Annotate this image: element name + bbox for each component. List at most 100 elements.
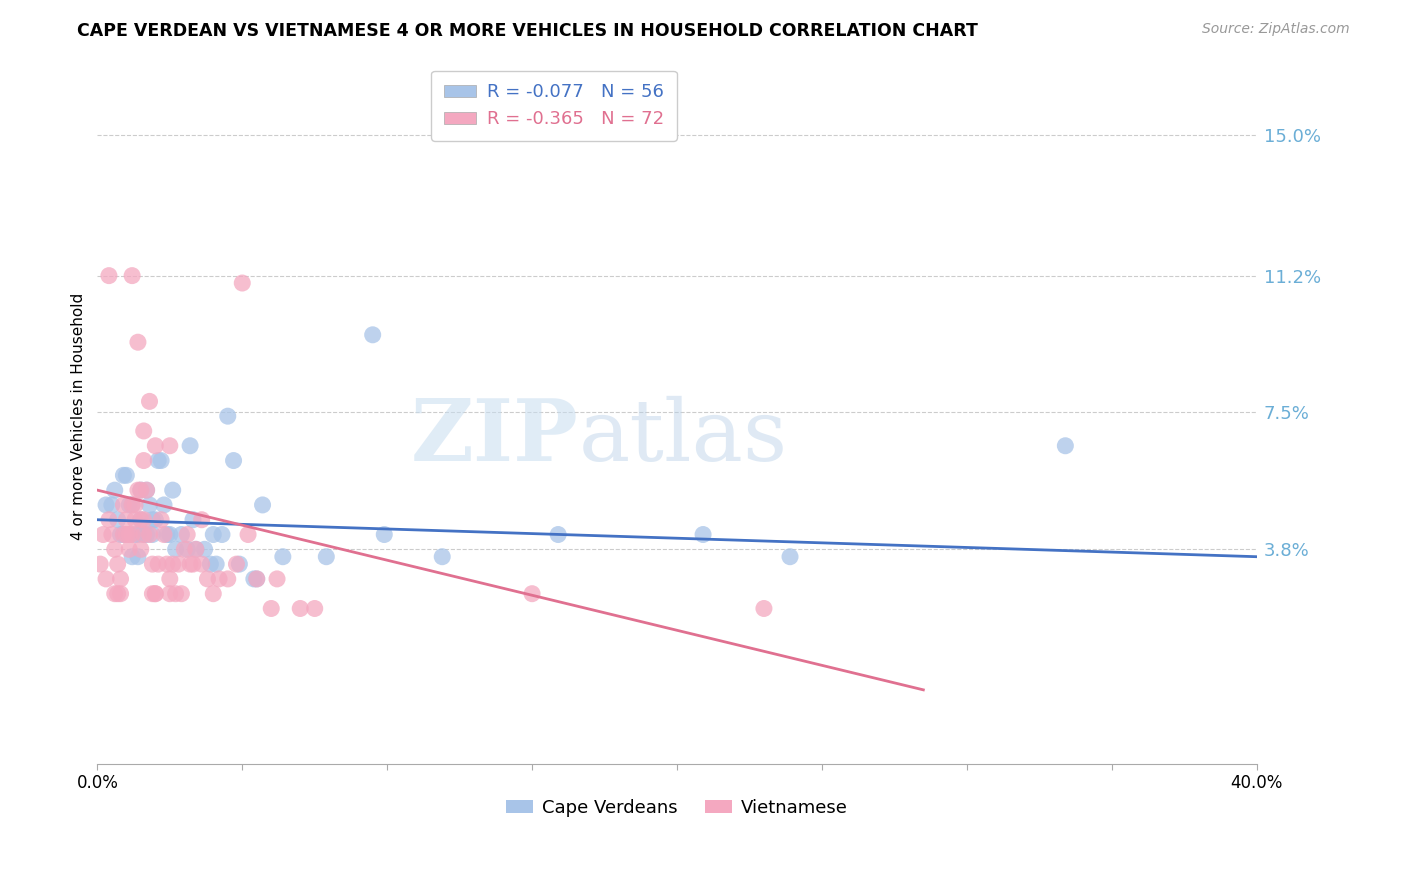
Point (129, 483, 152, 497)
Point (121, 549, 143, 564)
Point (520, 587, 543, 601)
Point (271, 549, 294, 564)
Point (124, 498, 146, 512)
Point (179, 557, 201, 571)
Point (217, 409, 239, 424)
Point (156, 557, 179, 571)
Point (194, 542, 217, 557)
Point (132, 527, 155, 541)
Point (173, 542, 195, 557)
Point (124, 527, 146, 541)
Point (547, 527, 569, 541)
Point (115, 468, 138, 483)
Point (138, 498, 160, 512)
Point (159, 439, 181, 453)
Point (222, 453, 245, 467)
Point (184, 542, 207, 557)
Point (315, 549, 337, 564)
Text: Source: ZipAtlas.com: Source: ZipAtlas.com (1202, 22, 1350, 37)
Point (225, 557, 247, 571)
Point (179, 439, 201, 453)
Point (143, 513, 166, 527)
Point (101, 527, 124, 541)
Point (290, 601, 312, 615)
Point (129, 513, 152, 527)
Point (228, 557, 250, 571)
Point (176, 542, 198, 557)
Point (205, 557, 228, 571)
Point (143, 439, 166, 453)
Point (141, 513, 163, 527)
Point (118, 498, 141, 512)
Point (115, 513, 138, 527)
Point (202, 527, 225, 541)
Point (260, 601, 283, 615)
Point (110, 527, 132, 541)
Point (211, 527, 233, 541)
Point (129, 483, 152, 497)
Point (361, 327, 384, 342)
Point (127, 335, 149, 350)
Point (97, 268, 120, 283)
Point (373, 527, 395, 541)
Point (752, 601, 775, 615)
Point (132, 453, 155, 467)
Point (121, 498, 143, 512)
Point (231, 276, 253, 290)
Point (124, 513, 146, 527)
Text: ZIP: ZIP (411, 395, 578, 479)
Point (190, 513, 212, 527)
Point (141, 557, 163, 571)
Point (153, 498, 176, 512)
Point (170, 587, 193, 601)
Point (129, 542, 152, 557)
Point (190, 557, 212, 571)
Point (127, 549, 149, 564)
Point (202, 587, 225, 601)
Point (112, 527, 135, 541)
Point (138, 394, 160, 409)
Point (112, 468, 135, 483)
Point (141, 527, 163, 541)
Point (236, 527, 259, 541)
Point (118, 542, 141, 557)
Point (1054, 439, 1077, 453)
Point (162, 483, 184, 497)
Point (252, 498, 274, 512)
Point (132, 513, 155, 527)
Point (176, 527, 198, 541)
Point (104, 542, 127, 557)
Point (208, 572, 231, 586)
Point (104, 483, 127, 497)
Point (246, 572, 269, 586)
Point (159, 587, 181, 601)
Text: CAPE VERDEAN VS VIETNAMESE 4 OR MORE VEHICLES IN HOUSEHOLD CORRELATION CHART: CAPE VERDEAN VS VIETNAMESE 4 OR MORE VEH… (77, 22, 979, 40)
Point (197, 572, 219, 586)
Point (94, 572, 117, 586)
Point (121, 498, 143, 512)
Point (143, 587, 166, 601)
Point (148, 453, 170, 467)
Point (217, 572, 239, 586)
Point (91, 527, 114, 541)
Point (692, 527, 714, 541)
Point (181, 557, 204, 571)
Point (266, 572, 288, 586)
Point (101, 498, 124, 512)
Point (159, 572, 181, 586)
Point (138, 527, 160, 541)
Point (107, 587, 129, 601)
Point (159, 527, 181, 541)
Point (184, 542, 207, 557)
Point (132, 424, 155, 438)
Point (153, 527, 176, 541)
Point (148, 557, 170, 571)
Point (118, 527, 141, 541)
Point (94, 498, 117, 512)
Point (135, 483, 157, 497)
Point (779, 549, 801, 564)
Point (115, 527, 138, 541)
Point (132, 527, 155, 541)
Point (150, 513, 173, 527)
Point (129, 513, 152, 527)
